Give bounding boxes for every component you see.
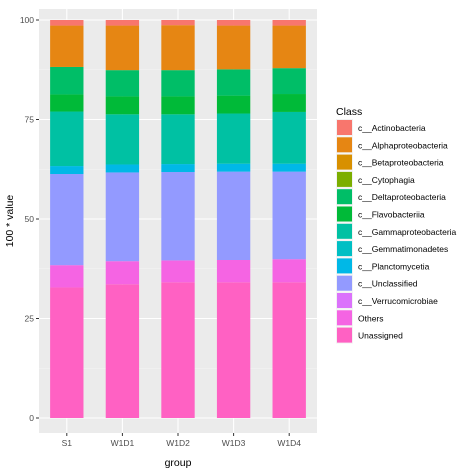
legend-swatch (337, 137, 352, 153)
y-tick-label: 100 (20, 15, 34, 25)
bar-segment (105, 164, 140, 173)
bar-segment (161, 114, 195, 165)
legend-swatch (337, 171, 352, 187)
bar-segment (161, 20, 195, 26)
bar-segment (216, 163, 251, 172)
bar-segment (50, 20, 84, 26)
bar-segment (50, 25, 84, 67)
legend-label: c__Actinobacteria (358, 123, 426, 133)
bar-segment (272, 20, 306, 26)
bar-segment (105, 284, 140, 418)
legend-swatch (337, 206, 352, 222)
bar-segment (272, 259, 306, 283)
legend-label: c__Gemmatimonadetes (358, 244, 448, 254)
y-tick-label: 50 (25, 214, 35, 224)
legend-label: c__Gammaproteobacteria (358, 227, 457, 237)
bar-segment (272, 111, 306, 164)
legend-label: c__Deltaproteobacteria (358, 192, 446, 202)
legend-label: Others (358, 313, 384, 323)
legend-label: c__Alphaproteobacteria (358, 140, 448, 150)
x-tick-label: W1D4 (277, 438, 301, 448)
bar-segment (216, 171, 251, 260)
legend-label: c__Cytophagia (358, 175, 415, 185)
legend-label: c__Flavobacteriia (358, 210, 425, 220)
bar-segment (272, 171, 306, 260)
bar-segment (161, 25, 195, 71)
legend-label: c__Betaproteobacteria (358, 158, 444, 168)
legend-label: c__Verrucomicrobiae (358, 296, 438, 306)
bar-segment (272, 25, 306, 69)
bar-segment (216, 95, 251, 114)
bar-segment (50, 94, 84, 112)
x-tick-label: S1 (62, 438, 73, 448)
bar-segment (105, 172, 140, 262)
bar-segment (272, 94, 306, 112)
bar-segment (272, 282, 306, 418)
legend-label: c__Unclassified (358, 279, 418, 289)
legend-swatch (337, 120, 352, 135)
legend-swatch (337, 258, 352, 274)
legend-swatch (337, 293, 352, 308)
bar-segment (216, 69, 251, 96)
bar-segment (50, 111, 84, 167)
bar-segment (50, 265, 84, 288)
bar-segment (50, 174, 84, 266)
bar-segment (105, 114, 140, 165)
y-tick-label: 25 (25, 314, 35, 324)
bar-segment (50, 166, 84, 175)
bar-segment (272, 163, 306, 172)
y-tick-label: 75 (25, 115, 35, 125)
bar-segment (216, 113, 251, 164)
bar-segment (50, 287, 84, 418)
legend-swatch (337, 223, 352, 239)
bar-segment (105, 261, 140, 285)
bar-segment (105, 20, 140, 26)
x-tick-label: W1D2 (166, 438, 190, 448)
bar-segment (161, 96, 195, 115)
legend-title: Class (336, 106, 362, 118)
bar-segment (105, 25, 140, 71)
x-tick-label: W1D3 (222, 438, 246, 448)
bars-group (50, 20, 306, 418)
bar-segment (216, 20, 251, 26)
x-axis: S1 W1D1 W1D2 W1D3 W1D4 (62, 433, 301, 448)
bar-segment (216, 25, 251, 70)
legend-swatch (337, 327, 352, 343)
y-axis: 0 25 50 75 100 (20, 15, 39, 423)
bar-segment (161, 164, 195, 173)
bar-segment (161, 70, 195, 97)
legend-swatch (337, 154, 352, 170)
bar-segment (216, 259, 251, 283)
bar-segment (105, 70, 140, 97)
bar-segment (161, 282, 195, 418)
legend-label: c__Planctomycetia (358, 261, 430, 271)
legend-swatch (337, 275, 352, 291)
legend-swatch (337, 310, 352, 326)
legend: Class c__Actinobacteria c__Alphaproteobac… (336, 106, 457, 344)
x-axis-title: group (165, 457, 192, 469)
bar-segment (216, 282, 251, 418)
legend-label: Unassigned (358, 331, 403, 341)
bar-segment (272, 68, 306, 95)
y-tick-label: 0 (29, 413, 34, 423)
x-tick-label: W1D1 (111, 438, 135, 448)
bar-segment (50, 66, 84, 95)
bar-segment (161, 260, 195, 283)
y-axis-title: 100 * value (4, 195, 16, 248)
legend-swatch (337, 189, 352, 205)
legend-swatch (337, 241, 352, 257)
bar-segment (161, 172, 195, 261)
bar-segment (105, 96, 140, 115)
